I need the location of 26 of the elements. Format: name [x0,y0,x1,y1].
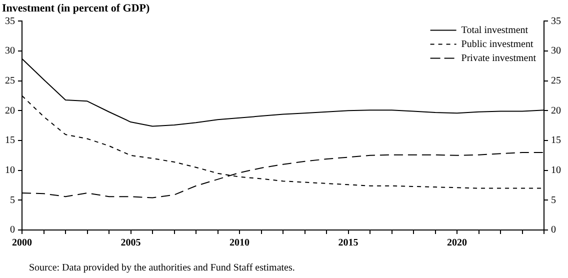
y2-tick-label: 0 [551,224,556,236]
y-tick-label: 35 [5,16,15,27]
legend-label: Private investment [461,52,536,64]
y-tick-label: 5 [10,194,15,206]
y2-tick-label: 15 [551,135,561,146]
x-tick-label: 2005 [120,238,141,249]
legend-label: Public investment [461,38,534,50]
y2-tick-label: 35 [551,16,561,27]
y-tick-label: 10 [5,164,15,176]
y2-tick-label: 5 [551,194,556,206]
source-note: Source: Data provided by the authorities and Fund Staff estimates. [29,262,295,274]
x-tick-label: 2010 [230,238,250,249]
legend-label: Total investment [461,24,528,36]
y2-tick-label: 10 [551,164,561,176]
x-tick-label: 2015 [338,238,358,249]
y-tick-label: 0 [10,224,15,236]
y-tick-label: 20 [5,105,15,116]
y2-tick-label: 20 [551,105,561,116]
y-tick-label: 25 [5,75,15,86]
y-tick-label: 15 [5,135,15,146]
chart-title: Investment (in percent of GDP) [2,2,150,14]
x-tick-label: 2020 [447,238,467,249]
x-tick-label: 2000 [12,238,32,249]
y2-tick-label: 25 [551,75,561,86]
y2-tick-label: 30 [551,46,561,57]
y-tick-label: 30 [5,46,15,57]
